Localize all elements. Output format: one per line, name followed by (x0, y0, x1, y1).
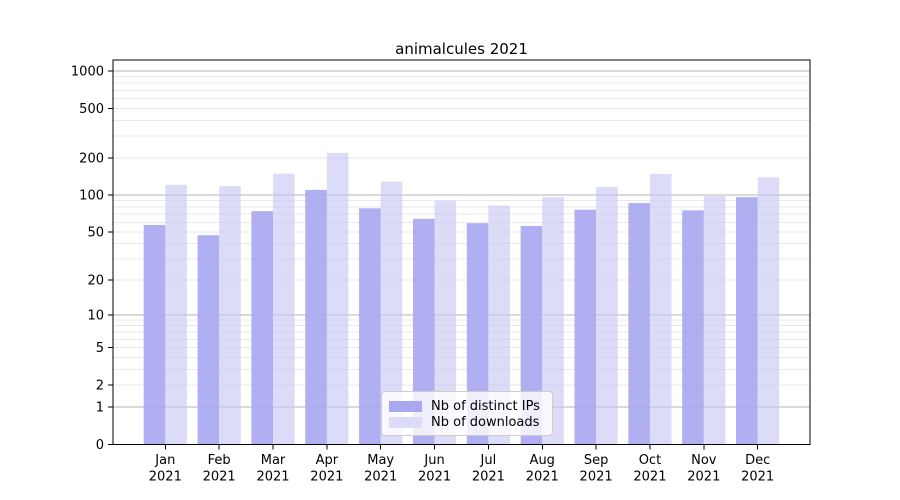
legend-swatch-downloads-icon (389, 416, 422, 428)
bar-downloads-0 (165, 184, 187, 445)
x-axis: Jan 2021 Feb 2021 Mar 2021 Apr 2021 May 2021 Jun 20… (149, 444, 774, 485)
x-tick-label: May 2021 (364, 453, 397, 485)
bar-downloads-10 (703, 196, 726, 445)
x-tick-label: Nov 2021 (687, 453, 720, 485)
y-tick-label: 10 (87, 308, 104, 323)
legend-item-distinct-ips: Nb of distinct IPs (389, 398, 544, 414)
x-tick-label: Sep 2021 (580, 453, 613, 485)
bar-distinct-ips-11 (736, 197, 758, 445)
x-tick-label: Mar 2021 (256, 453, 289, 485)
y-tick-label: 100 (79, 188, 104, 203)
x-tick-label: Jan 2021 (149, 453, 182, 485)
bar-downloads-6 (488, 205, 510, 445)
y-tick-label: 1000 (71, 65, 104, 80)
legend-label-downloads: Nb of downloads (431, 414, 540, 430)
y-tick-label: 0 (96, 438, 104, 453)
plot-frame (112, 59, 811, 446)
x-tick-label: Dec 2021 (741, 453, 774, 485)
bar-distinct-ips-4 (359, 208, 381, 445)
y-tick-label: 20 (87, 273, 104, 288)
y-tick-label: 200 (79, 151, 104, 166)
bars (143, 152, 780, 445)
x-tick-label: Jun 2021 (418, 453, 451, 485)
bar-downloads-4 (380, 181, 403, 445)
bar-distinct-ips-9 (628, 203, 650, 445)
y-tick-label: 50 (87, 225, 104, 240)
y-tick-label: 2 (96, 379, 104, 394)
bar-distinct-ips-8 (574, 209, 597, 445)
bar-downloads-2 (273, 173, 295, 445)
bar-distinct-ips-2 (251, 211, 273, 445)
bar-distinct-ips-1 (197, 235, 220, 445)
x-tick-label: Aug 2021 (526, 453, 559, 485)
bar-downloads-3 (326, 152, 349, 445)
y-tick-label: 5 (96, 341, 104, 356)
bar-distinct-ips-6 (466, 223, 489, 445)
y-tick-label: 1 (96, 401, 104, 416)
legend: Nb of distinct IPs Nb of downloads (381, 391, 553, 436)
legend-label-distinct-ips: Nb of distinct IPs (431, 398, 540, 414)
y-axis: 0 1 2 5 10 20 50 100 200 500 1000 (71, 65, 113, 453)
bar-downloads-8 (596, 187, 618, 445)
y-tick-label: 500 (79, 102, 104, 117)
bar-downloads-11 (757, 177, 780, 445)
bar-distinct-ips-7 (520, 225, 543, 445)
chart-title: animalcules 2021 (395, 40, 528, 58)
x-tick-label: Oct 2021 (633, 453, 666, 485)
bar-distinct-ips-0 (143, 224, 166, 445)
x-tick-label: Jul 2021 (472, 453, 505, 485)
legend-swatch-ips-icon (389, 400, 422, 412)
bar-distinct-ips-10 (682, 210, 704, 445)
x-tick-label: Feb 2021 (203, 453, 236, 485)
bar-downloads-9 (649, 173, 672, 445)
bar-downloads-1 (219, 186, 241, 445)
bar-distinct-ips-3 (305, 189, 327, 445)
legend-item-downloads: Nb of downloads (389, 414, 544, 430)
x-tick-label: Apr 2021 (310, 453, 343, 485)
bar-downloads-5 (434, 200, 457, 445)
bar-distinct-ips-5 (412, 218, 435, 445)
bar-downloads-7 (542, 197, 564, 445)
